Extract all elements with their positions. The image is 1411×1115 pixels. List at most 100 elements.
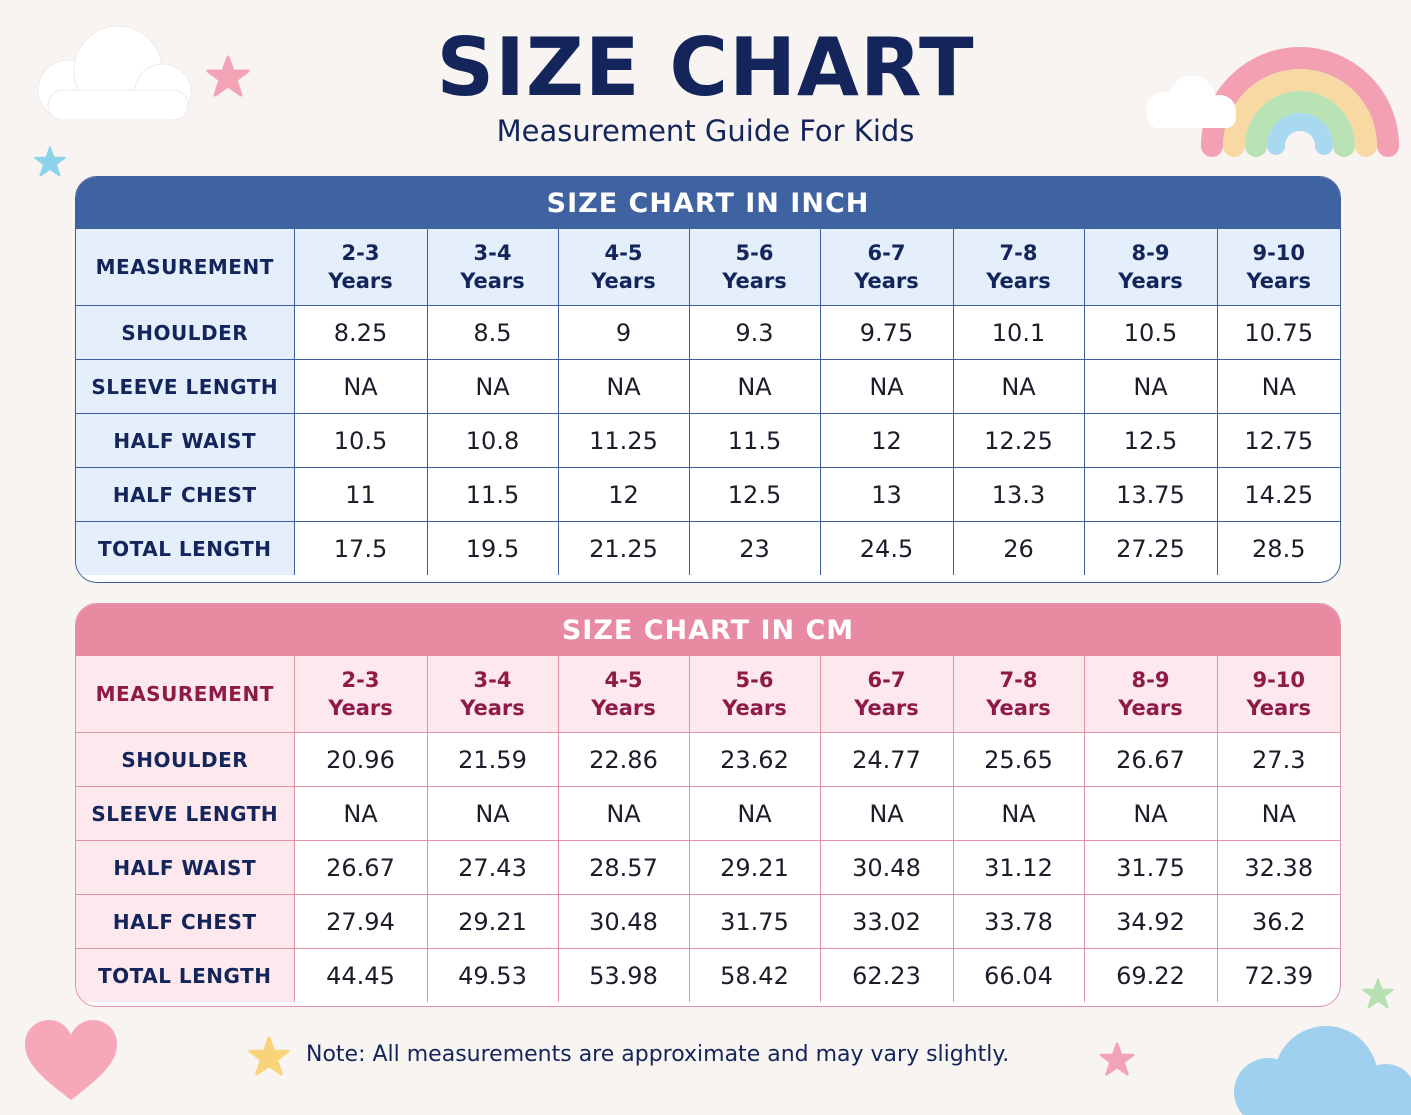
size-unit: Years bbox=[591, 696, 656, 720]
table-cell: 58.42 bbox=[688, 948, 821, 1002]
table-cell: 9 bbox=[557, 305, 690, 360]
size-header: 3-4 Years bbox=[426, 656, 559, 733]
size-range: 6-7 bbox=[867, 668, 906, 692]
header-row: MEASUREMENT 2-3 Years 3-4 Years 4-5 Years 5… bbox=[76, 656, 1340, 733]
heart-icon bbox=[25, 1020, 117, 1100]
star-icon bbox=[34, 146, 66, 177]
table-cell: 13 bbox=[819, 467, 954, 522]
table-cell: 8.25 bbox=[293, 305, 428, 360]
row-label: HALF CHEST bbox=[76, 467, 295, 522]
table-cell: NA bbox=[1083, 359, 1218, 414]
table-cell: 62.23 bbox=[819, 948, 954, 1002]
size-range: 5-6 bbox=[735, 668, 774, 692]
size-range: 7-8 bbox=[999, 241, 1038, 265]
size-header: 3-4 Years bbox=[426, 229, 559, 306]
table-row: SLEEVE LENGTH NA NA NA NA NA NA NA NA bbox=[76, 359, 1340, 414]
table-cell: 69.22 bbox=[1083, 948, 1218, 1002]
row-label: SHOULDER bbox=[76, 732, 295, 787]
size-range: 6-7 bbox=[867, 241, 906, 265]
size-unit: Years bbox=[328, 696, 393, 720]
size-unit: Years bbox=[1118, 696, 1183, 720]
table-cell: 49.53 bbox=[426, 948, 559, 1002]
table-row: TOTAL LENGTH 17.5 19.5 21.25 23 24.5 26 … bbox=[76, 521, 1340, 575]
table-cell: 12.25 bbox=[952, 413, 1085, 468]
size-unit: Years bbox=[854, 696, 919, 720]
table-cell: 25.65 bbox=[952, 732, 1085, 787]
table-cell: 23 bbox=[688, 521, 821, 575]
row-label: HALF WAIST bbox=[76, 413, 295, 468]
table-cell: 32.38 bbox=[1216, 840, 1340, 895]
table-cell: 21.59 bbox=[426, 732, 559, 787]
table-cell: 29.21 bbox=[688, 840, 821, 895]
table-cell: NA bbox=[426, 359, 559, 414]
size-header: 5-6 Years bbox=[688, 656, 821, 733]
table-cell: 12 bbox=[557, 467, 690, 522]
table-cell: NA bbox=[557, 786, 690, 841]
size-header: 7-8 Years bbox=[952, 229, 1085, 306]
table-cell: NA bbox=[557, 359, 690, 414]
size-header: 6-7 Years bbox=[819, 656, 954, 733]
table-cell: 28.5 bbox=[1216, 521, 1340, 575]
table-cell: 27.94 bbox=[293, 894, 428, 949]
table-cell: 72.39 bbox=[1216, 948, 1340, 1002]
size-unit: Years bbox=[1246, 696, 1312, 720]
size-range: 7-8 bbox=[999, 668, 1038, 692]
size-range: 8-9 bbox=[1131, 668, 1170, 692]
table-cell: 27.43 bbox=[426, 840, 559, 895]
table-cell: 12.75 bbox=[1216, 413, 1340, 468]
row-label: TOTAL LENGTH bbox=[76, 948, 295, 1002]
row-label: HALF WAIST bbox=[76, 840, 295, 895]
table-row: HALF CHEST 11 11.5 12 12.5 13 13.3 13.75… bbox=[76, 467, 1340, 522]
size-range: 3-4 bbox=[473, 668, 512, 692]
table-cell: 27.25 bbox=[1083, 521, 1218, 575]
table-cell: 31.12 bbox=[952, 840, 1085, 895]
table-cell: 21.25 bbox=[557, 521, 690, 575]
table-cell: 27.3 bbox=[1216, 732, 1340, 787]
table-cell: 20.96 bbox=[293, 732, 428, 787]
table-cell: 9.75 bbox=[819, 305, 954, 360]
size-unit: Years bbox=[460, 696, 525, 720]
size-unit: Years bbox=[1246, 269, 1312, 293]
table-cell: 10.5 bbox=[1083, 305, 1218, 360]
table-cell: 23.62 bbox=[688, 732, 821, 787]
size-range: 9-10 bbox=[1252, 668, 1306, 692]
table-cell: 12.5 bbox=[1083, 413, 1218, 468]
table-cell: NA bbox=[1216, 359, 1340, 414]
size-range: 5-6 bbox=[735, 241, 774, 265]
footer-note: Note: All measurements are approximate a… bbox=[306, 1042, 1010, 1067]
size-unit: Years bbox=[986, 696, 1051, 720]
star-icon bbox=[206, 55, 250, 97]
table-cell: NA bbox=[293, 786, 428, 841]
size-header: 8-9 Years bbox=[1083, 229, 1218, 306]
table-cell: 12.5 bbox=[688, 467, 821, 522]
size-header: 5-6 Years bbox=[688, 229, 821, 306]
table-cell: 26 bbox=[952, 521, 1085, 575]
table-cell: 10.8 bbox=[426, 413, 559, 468]
table-cell: 17.5 bbox=[293, 521, 428, 575]
inch-table: MEASUREMENT 2-3 Years 3-4 Years 4-5 Years 5… bbox=[76, 229, 1340, 575]
table-cell: 14.25 bbox=[1216, 467, 1340, 522]
table-cell: 19.5 bbox=[426, 521, 559, 575]
size-range: 2-3 bbox=[341, 241, 380, 265]
table-cell: 53.98 bbox=[557, 948, 690, 1002]
table-cell: NA bbox=[293, 359, 428, 414]
inch-table-heading: SIZE CHART IN INCH bbox=[76, 177, 1340, 229]
table-cell: 30.48 bbox=[819, 840, 954, 895]
cm-table: MEASUREMENT 2-3 Years 3-4 Years 4-5 Years 5… bbox=[76, 656, 1340, 1002]
size-header: 2-3 Years bbox=[293, 656, 428, 733]
size-header: 4-5 Years bbox=[557, 656, 690, 733]
table-cell: 30.48 bbox=[557, 894, 690, 949]
size-header: 8-9 Years bbox=[1083, 656, 1218, 733]
table-cell: 33.02 bbox=[819, 894, 954, 949]
table-cell: 34.92 bbox=[1083, 894, 1218, 949]
row-label: SHOULDER bbox=[76, 305, 295, 360]
table-cell: 26.67 bbox=[293, 840, 428, 895]
size-unit: Years bbox=[854, 269, 919, 293]
cloud-icon bbox=[1146, 76, 1236, 128]
size-unit: Years bbox=[722, 269, 787, 293]
size-range: 9-10 bbox=[1252, 241, 1306, 265]
page-subtitle: Measurement Guide For Kids bbox=[496, 114, 915, 148]
table-cell: 33.78 bbox=[952, 894, 1085, 949]
table-cell: NA bbox=[688, 786, 821, 841]
row-label: SLEEVE LENGTH bbox=[76, 786, 295, 841]
